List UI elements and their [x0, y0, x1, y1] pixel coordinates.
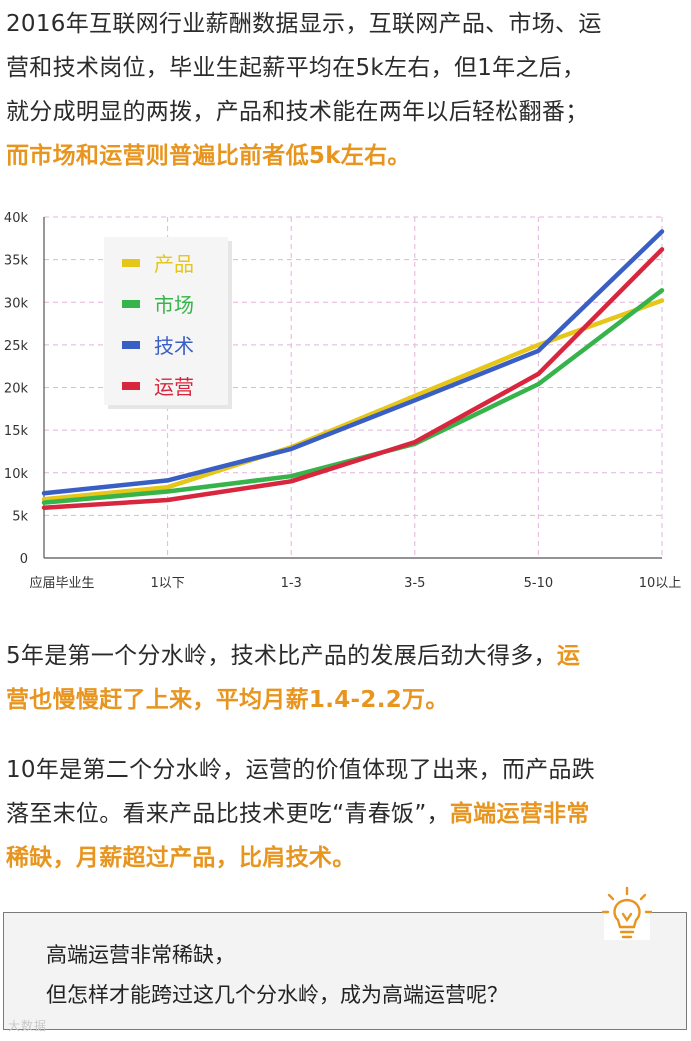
section3-highlight-start: 高端运营非常	[449, 801, 590, 827]
x-tick-label: 10以上	[639, 576, 682, 591]
y-tick-label: 35k	[4, 254, 29, 269]
legend-label-market: 市场	[154, 293, 194, 317]
x-tick-label: 3-5	[404, 576, 425, 591]
intro-line-1: 2016年互联网行业薪酬数据显示，互联网产品、市场、运	[6, 11, 602, 37]
legend-label-operation: 运营	[154, 375, 194, 399]
intro-highlight-line: 而市场和运营则普遍比前者低5k左右。	[6, 143, 411, 169]
series-line-operation	[41, 247, 665, 510]
section2-highlight-start: 运	[556, 643, 581, 669]
section3-line-2: 落至末位。看来产品比技术更吃“青春饭”，	[6, 801, 450, 827]
salary-line-chart: 0 5k 10k 15k 20k 25k 30k 35k 40k 应届毕业生 1以下 1-3 3-5 5-…	[4, 211, 682, 591]
section2-paragraph: 5年是第一个分水岭，技术比产品的发展后劲大得多，运 营也慢慢赶了上来，平均月薪1…	[6, 634, 686, 722]
lightbulb-icon	[601, 886, 653, 940]
tip-box: 高端运营非常稀缺， 但怎样才能跨过这几个分水岭，成为高端运营呢？	[3, 912, 687, 1030]
y-tick-label: 0	[20, 552, 28, 567]
intro-line-3: 就分成明显的两拨，产品和技术能在两年以后轻松翻番；	[6, 99, 589, 125]
x-tick-label: 1-3	[281, 576, 302, 591]
tip-line-2: 但怎样才能跨过这几个分水岭，成为高端运营呢？	[46, 983, 508, 1007]
watermark: 大数据	[8, 1019, 48, 1033]
legend-label-tech: 技术	[154, 334, 194, 358]
intro-line-2: 营和技术岗位，毕业生起薪平均在5k左右，但1年之后，	[6, 55, 586, 81]
series-line-product	[41, 298, 665, 502]
y-tick-label: 5k	[12, 509, 28, 524]
tip-line-1: 高端运营非常稀缺，	[46, 943, 235, 967]
tip-text: 高端运营非常稀缺， 但怎样才能跨过这几个分水岭，成为高端运营呢？	[46, 935, 508, 1015]
x-tick-label: 1以下	[150, 576, 184, 591]
y-tick-label: 10k	[4, 467, 29, 482]
y-tick-label: 15k	[4, 424, 29, 439]
legend-swatch-market	[122, 300, 140, 308]
x-tick-label: 5-10	[524, 576, 554, 591]
y-tick-label: 20k	[4, 382, 29, 397]
series-line-tech	[41, 229, 665, 496]
section3-paragraph: 10年是第二个分水岭，运营的价值体现了出来，而产品跌 落至末位。看来产品比技术更…	[6, 748, 686, 880]
section2-highlight-line: 营也慢慢赶了上来，平均月薪1.4-2.2万。	[6, 687, 449, 713]
section2-line-1: 5年是第一个分水岭，技术比产品的发展后劲大得多，	[6, 643, 557, 669]
section3-line-1: 10年是第二个分水岭，运营的价值体现了出来，而产品跌	[6, 757, 596, 783]
legend-label-product: 产品	[154, 252, 194, 276]
y-tick-label: 40k	[4, 211, 29, 226]
section3-highlight-line: 稀缺，月薪超过产品，比肩技术。	[6, 845, 356, 871]
y-tick-label: 25k	[4, 339, 29, 354]
legend-swatch-operation	[122, 382, 140, 390]
legend-swatch-product	[122, 259, 140, 267]
intro-paragraph: 2016年互联网行业薪酬数据显示，互联网产品、市场、运 营和技术岗位，毕业生起薪…	[6, 2, 686, 178]
y-tick-label: 30k	[4, 296, 29, 311]
x-tick-label: 应届毕业生	[29, 575, 94, 591]
legend-swatch-tech	[122, 341, 140, 349]
